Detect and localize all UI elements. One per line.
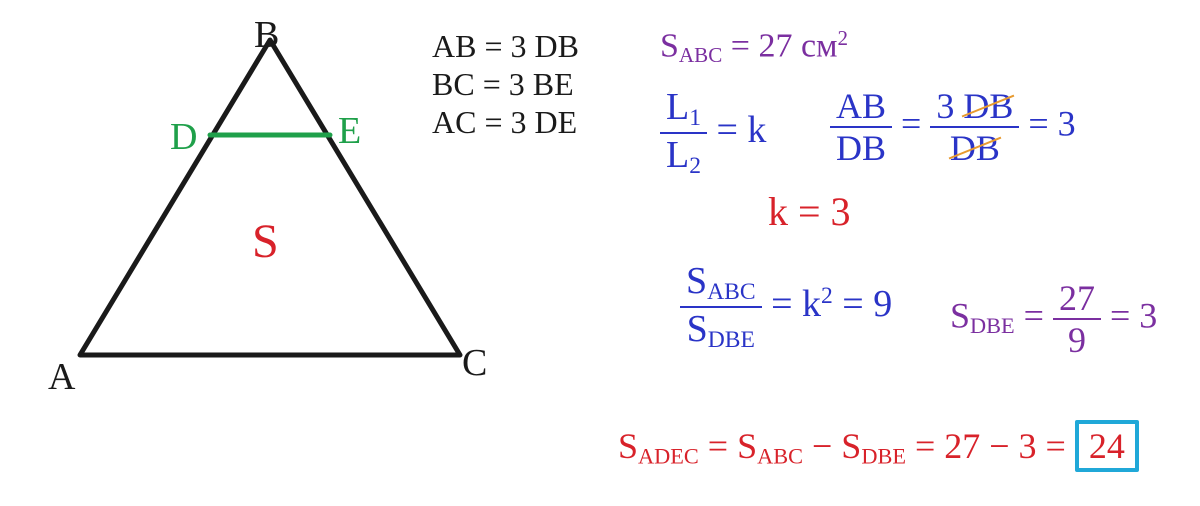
triangle-outline	[80, 40, 460, 355]
ratio-ab-db: AB DB = 3 DB DB = 3	[830, 88, 1076, 166]
vertex-b-label: B	[254, 16, 279, 54]
vertex-d-label: D	[170, 118, 197, 156]
area-ratio: SABC SDBE = k2 = 9	[680, 262, 892, 353]
area-s-label: S	[252, 218, 279, 266]
k-equals-3: k = 3	[768, 192, 851, 232]
given-line-1: AB = 3 DB	[432, 30, 579, 62]
vertex-e-label: E	[338, 112, 361, 150]
vertex-c-label: C	[462, 344, 487, 382]
sdbe-value: SDBE = 27 9 = 3	[950, 280, 1157, 358]
sabc-given: SABC = 27 см2	[660, 28, 848, 66]
vertex-a-label: A	[48, 358, 75, 396]
ratio-l1-l2: L1 L2 = k	[660, 88, 766, 179]
given-line-3: AC = 3 DE	[432, 106, 577, 138]
given-line-2: BC = 3 BE	[432, 68, 574, 100]
final-line: SADEC = SABC − SDBE = 27 − 3 = 24	[618, 420, 1139, 472]
final-answer: 24	[1075, 420, 1139, 472]
